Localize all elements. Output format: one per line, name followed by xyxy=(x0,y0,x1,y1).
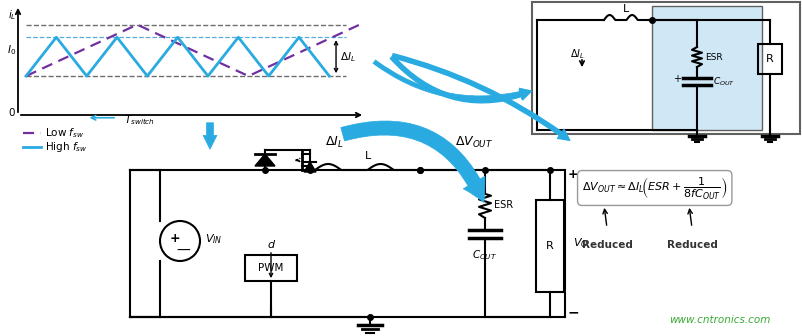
FancyArrowPatch shape xyxy=(391,56,532,103)
Text: +: + xyxy=(170,233,180,246)
Bar xyxy=(536,200,564,292)
Text: —: — xyxy=(176,244,190,258)
Text: $V_{IN}$: $V_{IN}$ xyxy=(205,232,222,246)
Text: R: R xyxy=(546,241,554,251)
Text: $\Delta V_{OUT}$: $\Delta V_{OUT}$ xyxy=(455,134,493,150)
Text: L: L xyxy=(623,4,629,14)
Text: $\Delta I_L$: $\Delta I_L$ xyxy=(325,134,343,150)
Text: $C_{OUT}$: $C_{OUT}$ xyxy=(713,75,735,88)
Text: Reduced: Reduced xyxy=(666,240,718,250)
Text: ESR: ESR xyxy=(705,52,723,61)
Text: $i_L$: $i_L$ xyxy=(7,8,16,22)
Text: $C_{OUT}$: $C_{OUT}$ xyxy=(472,248,497,262)
Polygon shape xyxy=(255,154,275,166)
Text: R: R xyxy=(766,54,774,64)
Text: High $f_{sw}$: High $f_{sw}$ xyxy=(45,140,87,154)
Text: $T_{switch}$: $T_{switch}$ xyxy=(124,113,155,127)
Bar xyxy=(758,44,782,74)
Text: $V_O$: $V_O$ xyxy=(573,236,589,250)
FancyArrowPatch shape xyxy=(341,121,485,202)
Text: $\Delta I_L$: $\Delta I_L$ xyxy=(569,47,585,61)
Bar xyxy=(245,255,297,281)
FancyArrowPatch shape xyxy=(203,123,217,149)
Text: www.cntronics.com: www.cntronics.com xyxy=(670,315,771,325)
Text: $\Delta V_{OUT} \approx \Delta I_L\!\left(ESR + \dfrac{1}{8fC_{OUT}}\right)$: $\Delta V_{OUT} \approx \Delta I_L\!\lef… xyxy=(582,175,727,201)
Polygon shape xyxy=(304,162,316,172)
Text: ESR: ESR xyxy=(494,200,513,210)
Bar xyxy=(532,2,800,134)
Text: Reduced: Reduced xyxy=(581,240,633,250)
FancyArrowPatch shape xyxy=(392,54,569,140)
Text: +: + xyxy=(568,168,578,181)
Text: +: + xyxy=(673,74,681,84)
Text: PWM: PWM xyxy=(258,263,284,273)
Text: $0$: $0$ xyxy=(8,106,16,118)
Text: Low $f_{sw}$: Low $f_{sw}$ xyxy=(45,126,84,140)
Text: $\Delta I_L$: $\Delta I_L$ xyxy=(340,50,356,64)
FancyArrowPatch shape xyxy=(373,60,531,100)
Text: L: L xyxy=(364,151,371,161)
Text: d: d xyxy=(267,240,274,250)
Text: −: − xyxy=(568,305,580,319)
Bar xyxy=(652,6,762,130)
Text: $I_0$: $I_0$ xyxy=(6,43,16,57)
